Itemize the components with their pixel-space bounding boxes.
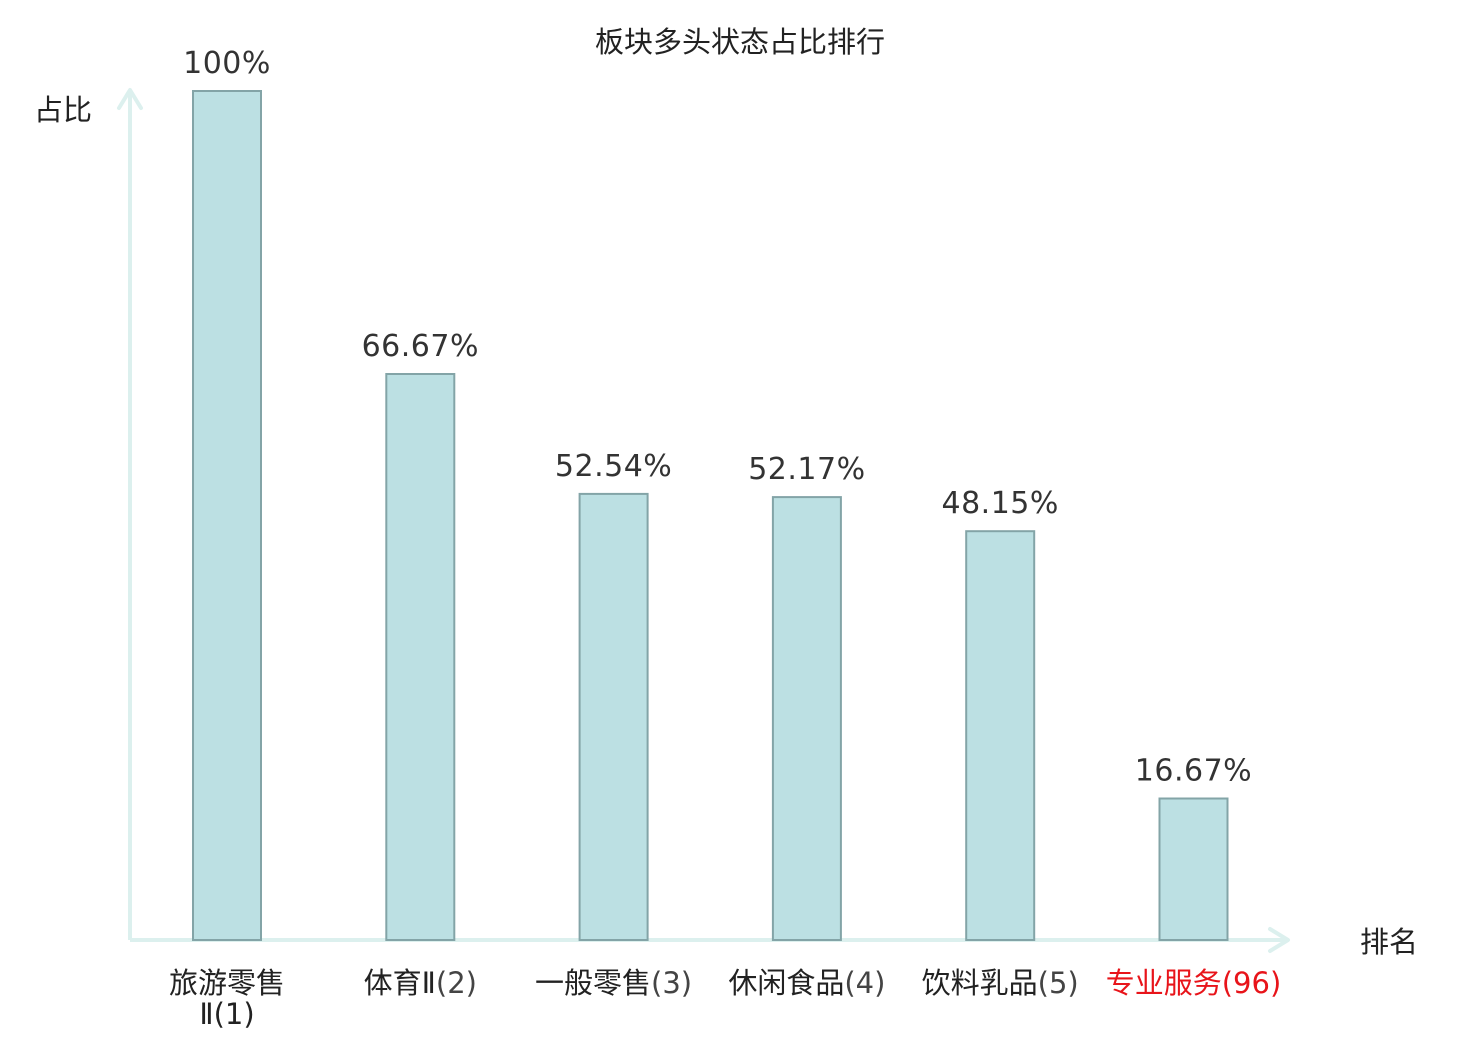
y-axis-label: 占比 — [34, 93, 92, 127]
chart-title: 板块多头状态占比排行 — [595, 25, 885, 59]
bar-3 — [578, 492, 649, 941]
category-label-5-name: 饮料乳品 — [922, 966, 1038, 1000]
category-label-3-name: 一般零售 — [535, 966, 651, 1000]
value-label-1: 100% — [183, 46, 271, 81]
category-label-3-rank: (3) — [651, 966, 692, 1000]
category-label-3: 一般零售(3) — [535, 966, 692, 1000]
category-label-1-name: 旅游零售 — [169, 966, 285, 1000]
category-label-5-rank: (5) — [1038, 966, 1079, 1000]
category-label-5: 饮料乳品(5) — [922, 966, 1079, 1000]
category-label-4-name: 休闲食品 — [728, 966, 844, 1000]
value-label-5: 48.15% — [942, 486, 1059, 521]
value-label-4: 52.17% — [748, 452, 865, 487]
category-label-2-rank: (2) — [436, 966, 477, 1000]
category-label-6-name: 专业服务 — [1106, 966, 1222, 1000]
value-label-3: 52.54% — [555, 449, 672, 484]
category-label-6-rank: (96) — [1222, 966, 1282, 1000]
x-axis-label: 排名 — [1360, 925, 1418, 959]
category-label-4: 休闲食品(4) — [728, 966, 885, 1000]
bar-5 — [965, 530, 1036, 941]
category-label-2-name: 体育Ⅱ — [364, 966, 436, 1000]
y-axis — [117, 88, 143, 940]
bar-1 — [192, 90, 262, 941]
bar-2 — [385, 373, 456, 941]
value-labels: 100% 66.67% 52.54% 52.17% 48.15% 16.67% — [183, 46, 1252, 789]
category-label-1-rank: Ⅱ(1) — [199, 997, 254, 1031]
category-label-4-rank: (4) — [844, 966, 885, 1000]
y-axis-arrow — [117, 88, 143, 110]
x-axis-arrow — [1268, 927, 1290, 953]
category-label-6: 专业服务(96) — [1106, 966, 1282, 1000]
bar-4 — [771, 496, 842, 941]
bars — [192, 90, 1229, 941]
value-label-6: 16.67% — [1135, 754, 1252, 789]
x-axis — [130, 927, 1290, 953]
category-label-2: 体育Ⅱ(2) — [364, 966, 477, 1000]
bar-6 — [1158, 797, 1229, 941]
value-label-2: 66.67% — [362, 329, 479, 364]
